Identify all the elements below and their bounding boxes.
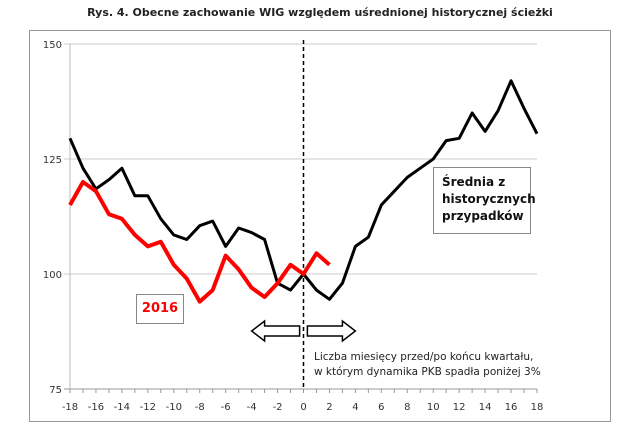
note-line1: Liczba miesięcy przed/po końcu kwartału, [314,351,534,363]
left-arrow-icon [250,319,301,343]
x-tick-label: 6 [378,402,384,413]
x-tick-label: 16 [505,402,518,413]
x-tick-label: 12 [453,402,466,413]
legend-average-line3: przypadków [442,209,524,223]
x-tick-label: -8 [195,402,205,413]
note-line2: w którym dynamika PKB spadła poniżej 3% [314,366,541,378]
y-tick-label: 125 [43,155,62,166]
y-tick-label: 100 [43,270,62,281]
x-tick-label: 18 [531,402,544,413]
x-tick-label: -12 [140,402,156,413]
legend-average: Średnia z historycznych przypadków [433,167,536,234]
x-tick-label: -18 [62,402,78,413]
x-tick-label: -16 [88,402,104,413]
legend-2016: 2016 [136,294,184,324]
chart-frame [29,30,611,422]
x-tick-label: -14 [114,402,130,413]
chart-title: Rys. 4. Obecne zachowanie WIG względem u… [87,6,553,19]
series-2016-line [68,180,331,304]
right-arrow-icon [306,319,357,343]
x-tick-label: 10 [427,402,440,413]
x-tick-label: 14 [479,402,492,413]
x-tick-label: -4 [247,402,257,413]
x-tick-label: -2 [273,402,283,413]
y-tick-label: 150 [43,40,62,51]
x-axis-note: Liczba miesięcy przed/po końcu kwartału,… [314,350,541,380]
y-tick-label: 75 [49,385,62,396]
legend-average-line2: historycznych [442,192,536,206]
x-tick-label: 8 [404,402,410,413]
x-tick-label: 0 [300,402,306,413]
legend-average-line1: Średnia z [442,175,506,189]
x-tick-label: 2 [326,402,332,413]
x-tick-label: -10 [166,402,182,413]
x-tick-label: -6 [221,402,231,413]
x-tick-label: 4 [352,402,358,413]
